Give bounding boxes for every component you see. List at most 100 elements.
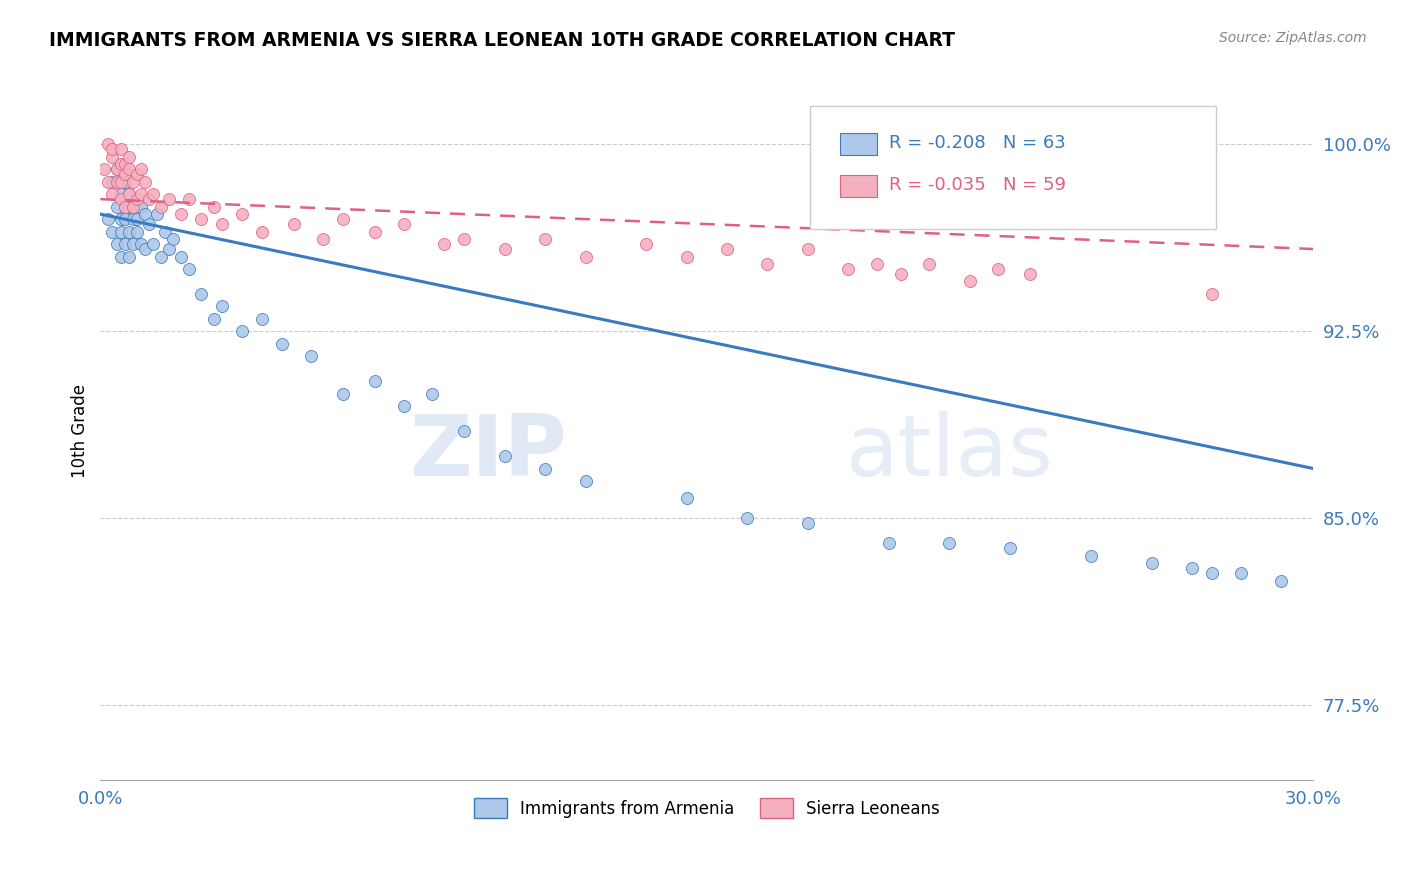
Point bbox=[534, 232, 557, 246]
Point bbox=[142, 237, 165, 252]
Point bbox=[105, 200, 128, 214]
Point bbox=[938, 536, 960, 550]
Point bbox=[118, 162, 141, 177]
Point bbox=[1080, 549, 1102, 563]
Point bbox=[110, 225, 132, 239]
Point bbox=[105, 237, 128, 252]
Point bbox=[101, 150, 124, 164]
Point bbox=[453, 424, 475, 438]
Point bbox=[129, 237, 152, 252]
Point bbox=[146, 207, 169, 221]
Point bbox=[987, 262, 1010, 277]
Point bbox=[125, 167, 148, 181]
Point bbox=[118, 150, 141, 164]
Point bbox=[299, 349, 322, 363]
Point bbox=[1201, 566, 1223, 581]
FancyBboxPatch shape bbox=[841, 175, 876, 197]
Point bbox=[170, 250, 193, 264]
Point bbox=[797, 516, 820, 531]
Point bbox=[110, 250, 132, 264]
Point bbox=[150, 200, 173, 214]
Point bbox=[202, 311, 225, 326]
Point bbox=[129, 187, 152, 202]
Point bbox=[574, 474, 596, 488]
Point bbox=[97, 175, 120, 189]
Point bbox=[97, 137, 120, 152]
Point bbox=[114, 167, 136, 181]
Point bbox=[364, 225, 387, 239]
Point bbox=[433, 237, 456, 252]
Point bbox=[332, 386, 354, 401]
Point bbox=[118, 225, 141, 239]
Point bbox=[121, 212, 143, 227]
Point bbox=[837, 262, 859, 277]
Point bbox=[121, 200, 143, 214]
Point bbox=[142, 187, 165, 202]
Point bbox=[105, 162, 128, 177]
Point bbox=[134, 242, 156, 256]
Y-axis label: 10th Grade: 10th Grade bbox=[72, 384, 89, 478]
Point bbox=[134, 207, 156, 221]
Point bbox=[114, 175, 136, 189]
Point bbox=[110, 212, 132, 227]
Point bbox=[129, 200, 152, 214]
Point bbox=[125, 225, 148, 239]
Point bbox=[998, 541, 1021, 556]
Point bbox=[190, 212, 212, 227]
Point bbox=[735, 511, 758, 525]
Point bbox=[250, 311, 273, 326]
Point bbox=[114, 200, 136, 214]
Point bbox=[364, 374, 387, 388]
Point bbox=[534, 461, 557, 475]
Point bbox=[1140, 556, 1163, 570]
Point bbox=[211, 217, 233, 231]
Point bbox=[211, 299, 233, 313]
Point bbox=[1019, 267, 1042, 281]
Point bbox=[114, 157, 136, 171]
Point bbox=[118, 187, 141, 202]
Point bbox=[170, 207, 193, 221]
FancyBboxPatch shape bbox=[810, 106, 1216, 228]
Point bbox=[1270, 574, 1292, 588]
Point bbox=[129, 162, 152, 177]
Point bbox=[121, 237, 143, 252]
Point bbox=[190, 287, 212, 301]
Point bbox=[574, 250, 596, 264]
Point bbox=[636, 237, 658, 252]
Point bbox=[125, 192, 148, 206]
Point bbox=[101, 225, 124, 239]
Point bbox=[114, 237, 136, 252]
Point bbox=[675, 250, 697, 264]
Text: R = -0.208   N = 63: R = -0.208 N = 63 bbox=[889, 135, 1066, 153]
Point bbox=[105, 175, 128, 189]
Point bbox=[453, 232, 475, 246]
Point bbox=[250, 225, 273, 239]
Point bbox=[283, 217, 305, 231]
Point bbox=[231, 207, 253, 221]
Point bbox=[332, 212, 354, 227]
Text: R = -0.035   N = 59: R = -0.035 N = 59 bbox=[889, 177, 1066, 194]
Point bbox=[110, 192, 132, 206]
Text: ZIP: ZIP bbox=[409, 410, 568, 493]
Point bbox=[157, 192, 180, 206]
Point bbox=[675, 491, 697, 506]
Point bbox=[890, 267, 912, 281]
Point bbox=[1201, 287, 1223, 301]
Point bbox=[118, 187, 141, 202]
Point bbox=[150, 250, 173, 264]
Point bbox=[865, 257, 887, 271]
Point bbox=[271, 336, 294, 351]
Point bbox=[114, 212, 136, 227]
Point bbox=[121, 175, 143, 189]
Point bbox=[93, 162, 115, 177]
Point bbox=[101, 187, 124, 202]
Point bbox=[101, 142, 124, 156]
Point bbox=[101, 175, 124, 189]
Point bbox=[918, 257, 941, 271]
Point bbox=[114, 200, 136, 214]
Legend: Immigrants from Armenia, Sierra Leoneans: Immigrants from Armenia, Sierra Leoneans bbox=[467, 792, 946, 824]
Point bbox=[877, 536, 900, 550]
Point bbox=[392, 399, 415, 413]
Point bbox=[494, 242, 516, 256]
Text: IMMIGRANTS FROM ARMENIA VS SIERRA LEONEAN 10TH GRADE CORRELATION CHART: IMMIGRANTS FROM ARMENIA VS SIERRA LEONEA… bbox=[49, 31, 955, 50]
